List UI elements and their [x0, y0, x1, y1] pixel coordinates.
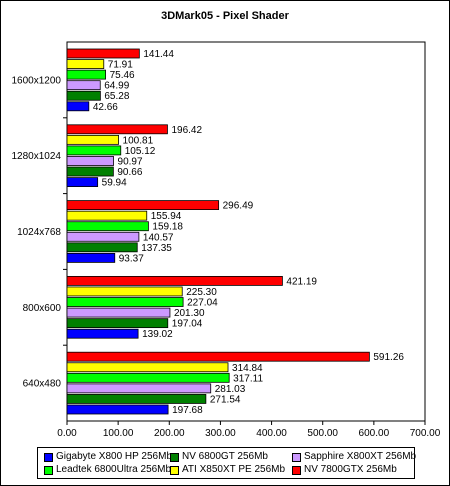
data-label: 317.11 [233, 373, 263, 384]
bar-nv-7800gtx-256mb [66, 275, 283, 286]
data-label: 59.94 [102, 178, 127, 189]
data-label: 421.19 [286, 276, 317, 287]
bar-nv-6800gt-256mb [66, 318, 169, 329]
x-tick-label: 500.00 [307, 428, 338, 439]
legend-label: ATI X850XT PE 256Mb [182, 464, 286, 475]
bar-leadtek-6800ultra-256mb [66, 297, 184, 307]
data-label: 197.04 [172, 319, 203, 330]
data-label: 71.91 [108, 60, 133, 71]
legend-swatch [170, 453, 179, 462]
bar-gigabyte-x800-hp-256mb [66, 252, 116, 263]
chart-plot: 1600x1200 141.44 71.9175.4664.9965.2842.66… [12, 41, 441, 439]
y-tick-label: 800x600 [23, 303, 62, 314]
bar-gigabyte-x800-hp-256mb [66, 404, 169, 415]
x-tick-label: 200.00 [154, 428, 185, 439]
bar-nv-7800gtx-256mb [66, 48, 140, 59]
x-tick-label: 700.00 [410, 428, 441, 439]
bar-gigabyte-x800-hp-256mb [66, 101, 90, 112]
legend-swatch [292, 466, 301, 475]
legend-label: Sapphire X800XT 256Mb [304, 451, 417, 462]
bar-ati-x850xt-pe-256mb [66, 286, 183, 297]
bar-nv-6800gt-256mb [66, 242, 138, 253]
bar-nv-6800gt-256mb [66, 166, 114, 177]
bar-gigabyte-x800-hp-256mb [66, 328, 139, 339]
bar-ati-x850xt-pe-256mb [66, 210, 148, 221]
data-label: 201.30 [174, 308, 205, 319]
data-label: 137.35 [141, 243, 172, 254]
data-label: 281.03 [215, 384, 246, 395]
chart-title: 3DMark05 - Pixel Shader [161, 10, 289, 22]
bar-sapphire-x800xt-256mb [66, 383, 212, 394]
data-label: 296.49 [223, 201, 254, 212]
bar-leadtek-6800ultra-256mb [66, 69, 106, 80]
data-label: 64.99 [104, 81, 129, 92]
bar-leadtek-6800ultra-256mb [66, 145, 122, 156]
bar-sapphire-x800xt-256mb [66, 307, 171, 318]
legend-label: NV 6800GT 256Mb [182, 451, 268, 462]
x-tick-label: 100.00 [103, 428, 134, 439]
bar-nv-7800gtx-256mb [66, 124, 168, 135]
data-label: 65.28 [104, 91, 129, 102]
x-tick-label: 400.00 [256, 428, 287, 439]
data-label: 93.37 [119, 253, 144, 264]
data-label: 100.81 [123, 135, 154, 146]
legend: Gigabyte X800 HP 256Mb NV 6800GT 256Mb Sap… [37, 447, 417, 479]
bar-sapphire-x800xt-256mb [66, 231, 140, 242]
data-label: 90.97 [118, 156, 143, 167]
y-tick-label: 640x480 [23, 379, 62, 390]
data-label: 141.44 [143, 49, 174, 60]
bar-sapphire-x800xt-256mb [66, 80, 101, 91]
bar-nv-7800gtx-256mb [66, 200, 220, 211]
bar-leadtek-6800ultra-256mb [66, 372, 230, 383]
data-label: 155.94 [151, 211, 182, 222]
bar-gigabyte-x800-hp-256mb [66, 177, 99, 188]
bar-ati-x850xt-pe-256mb [66, 134, 119, 145]
legend-swatch [44, 466, 53, 475]
legend-swatch [170, 466, 179, 475]
y-tick-label: 1280x1024 [12, 151, 62, 162]
data-label: 139.02 [142, 329, 173, 340]
bar-nv-6800gt-256mb [66, 394, 207, 404]
bar-ati-x850xt-pe-256mb [66, 59, 105, 69]
y-tick-label: 1600x1200 [12, 75, 62, 86]
x-tick-label: 0.00 [57, 428, 77, 439]
data-label: 42.66 [93, 102, 118, 113]
legend-label: Leadtek 6800Ultra 256Mb [56, 464, 172, 475]
x-tick-label: 600.00 [359, 428, 390, 439]
legend-label: NV 7800GTX 256Mb [304, 464, 397, 475]
x-tick-label: 300.00 [205, 428, 236, 439]
legend-swatch [44, 453, 53, 462]
legend-label: Gigabyte X800 HP 256Mb [56, 451, 173, 462]
bar-sapphire-x800xt-256mb [66, 156, 114, 166]
bar-nv-7800gtx-256mb [66, 351, 370, 362]
y-tick-label: 1024x768 [17, 227, 61, 238]
data-label: 105.12 [125, 146, 156, 157]
bar-leadtek-6800ultra-256mb [66, 221, 149, 232]
legend-swatch [292, 453, 301, 462]
data-label: 140.57 [143, 232, 174, 243]
data-label: 271.54 [210, 394, 241, 405]
bar-nv-6800gt-256mb [66, 90, 101, 101]
data-label: 591.26 [373, 352, 404, 363]
data-label: 196.42 [171, 125, 202, 136]
data-label: 197.68 [172, 405, 203, 416]
data-label: 75.46 [110, 70, 135, 81]
data-label: 225.30 [186, 287, 217, 298]
data-label: 314.84 [232, 363, 263, 374]
data-label: 90.66 [117, 167, 142, 178]
bar-ati-x850xt-pe-256mb [66, 362, 229, 373]
data-label: 159.18 [152, 222, 183, 233]
data-label: 227.04 [187, 298, 218, 309]
